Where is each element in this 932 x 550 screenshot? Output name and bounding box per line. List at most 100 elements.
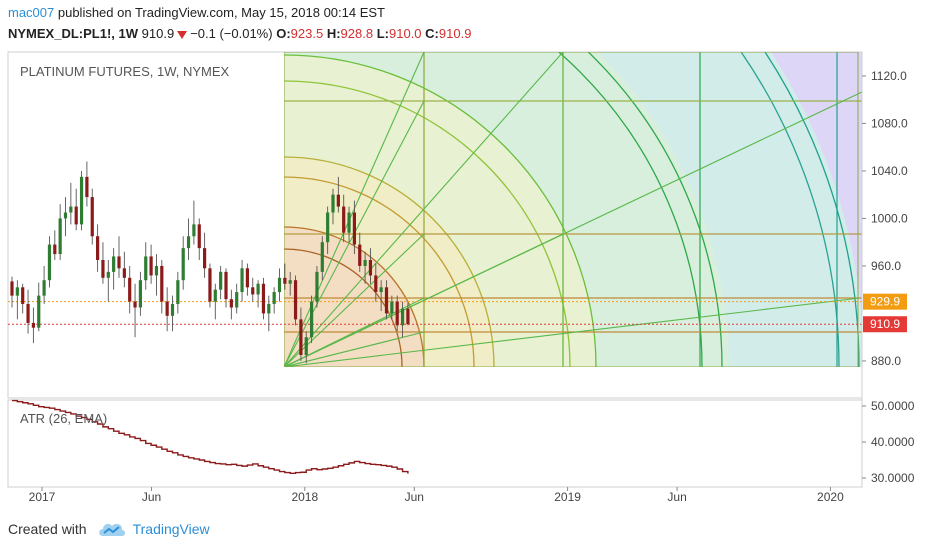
candle-body xyxy=(112,256,116,272)
time-axis-label: Jun xyxy=(667,490,686,504)
time-axis-label: Jun xyxy=(142,490,161,504)
candle-body xyxy=(181,248,185,281)
candle-body xyxy=(165,301,169,316)
low-value: 910.0 xyxy=(389,26,422,41)
candle-body xyxy=(310,301,314,338)
high-label: H: xyxy=(326,26,341,41)
gann-fan-ray xyxy=(284,233,564,367)
price-tag-label: 910.9 xyxy=(870,317,900,331)
candle-body xyxy=(245,268,249,288)
gann-arc xyxy=(740,52,840,367)
atr-title: ATR (26, EMA) xyxy=(20,411,107,426)
symbol-name: NYMEX_DL:PL1!, 1W xyxy=(8,26,139,41)
time-axis-label: 2017 xyxy=(29,490,56,504)
created-with-text: Created with xyxy=(8,521,87,537)
price-axis-label: 1120.0 xyxy=(871,69,907,83)
candle-body xyxy=(352,212,356,245)
chart-title: PLATINUM FUTURES, 1W, NYMEX xyxy=(20,64,230,79)
candle-body xyxy=(213,289,217,302)
candle-body xyxy=(304,337,308,355)
candle-body xyxy=(267,303,271,314)
candle-body xyxy=(138,280,142,308)
candle-body xyxy=(192,224,196,237)
candle-body xyxy=(144,256,148,281)
candle-body xyxy=(342,206,346,233)
gann-fan-ray xyxy=(284,297,861,367)
gann-arc xyxy=(284,176,475,367)
candle-body xyxy=(395,301,399,326)
candle-body xyxy=(336,194,340,207)
price-tag xyxy=(863,293,907,310)
candle-body xyxy=(15,287,19,296)
candle-body xyxy=(277,277,282,293)
candle-body xyxy=(21,287,25,304)
candle-body xyxy=(58,218,62,255)
published-text: published on TradingView.com, May 15, 20… xyxy=(54,5,385,20)
price-axis-label: 1080.0 xyxy=(871,116,908,130)
candle-body xyxy=(74,206,78,225)
candle-body xyxy=(176,280,180,304)
candle-body xyxy=(390,301,394,314)
candle-body xyxy=(208,268,212,302)
candle-body xyxy=(117,256,121,269)
tradingview-cloud-icon xyxy=(98,523,125,536)
candle-body xyxy=(293,280,298,320)
candle-body xyxy=(53,244,57,255)
gann-fan-ray xyxy=(284,297,425,367)
gann-arc xyxy=(284,248,403,367)
gann-arc xyxy=(284,156,495,367)
candle-body xyxy=(331,194,335,213)
gann-box-frame xyxy=(284,52,859,367)
candle-body xyxy=(106,271,110,278)
candle-body xyxy=(170,303,175,316)
gann-arc xyxy=(587,52,723,367)
atr-line xyxy=(12,399,409,475)
last-price: 910.9 xyxy=(141,26,175,41)
atr-axis-label: 50.0000 xyxy=(871,399,915,413)
candle-body xyxy=(288,280,292,284)
tradingview-brand-link[interactable]: TradingView xyxy=(132,521,210,537)
atr-axis-label: 40.0000 xyxy=(871,435,915,449)
candle-body xyxy=(37,295,41,328)
candle-body xyxy=(219,271,223,290)
atr-pane xyxy=(7,399,863,488)
close-value: 910.9 xyxy=(438,26,472,41)
time-axis-label: 2020 xyxy=(817,490,844,504)
time-axis-label: 2019 xyxy=(554,490,581,504)
candle-body xyxy=(154,265,159,276)
candle-body xyxy=(251,287,255,295)
candle-body xyxy=(358,244,362,266)
time-axis-label: Jun xyxy=(405,490,424,504)
candle-body xyxy=(240,268,244,293)
candle-body xyxy=(299,319,303,355)
high-value: 928.8 xyxy=(340,26,374,41)
atr-series xyxy=(12,399,409,475)
candle-body xyxy=(203,248,207,269)
candle-body xyxy=(368,260,373,276)
candle-body xyxy=(31,322,35,328)
candle-body xyxy=(96,236,100,260)
candle-body xyxy=(363,260,367,266)
candle-body xyxy=(379,287,383,293)
candle-body xyxy=(85,176,89,198)
price-change: −0.1 (−0.01%) xyxy=(190,26,273,41)
down-arrow-icon xyxy=(177,30,188,39)
gann-fan-ray xyxy=(284,331,425,367)
author-link[interactable]: mac007 xyxy=(8,5,55,20)
price-tag xyxy=(863,316,907,333)
publish-info: mac007 published on TradingView.com, May… xyxy=(8,5,385,20)
candle-body xyxy=(42,280,46,296)
candle-body xyxy=(224,271,228,300)
time-axis-label: 2018 xyxy=(291,490,318,504)
price-axis-label: 1000.0 xyxy=(871,211,908,225)
candle-body xyxy=(101,260,105,278)
close-label: C: xyxy=(425,26,439,41)
gann-arc xyxy=(284,54,597,367)
price-tag-label: 929.9 xyxy=(870,295,900,309)
candle-body xyxy=(63,212,68,219)
candle-body xyxy=(10,281,14,296)
gann-bands xyxy=(284,52,862,367)
candle-body xyxy=(186,236,191,249)
candle-body xyxy=(229,299,233,308)
